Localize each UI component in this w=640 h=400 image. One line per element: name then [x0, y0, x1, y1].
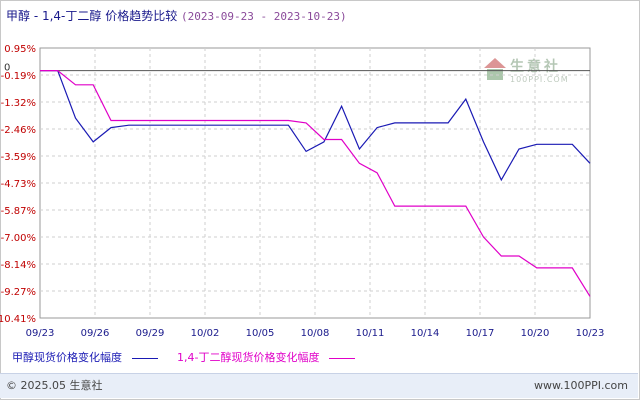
x-tick-label: 10/14	[411, 328, 440, 339]
series-line-2	[40, 69, 591, 297]
x-tick-label: 10/17	[466, 328, 495, 339]
x-tick-label: 09/26	[81, 328, 110, 339]
y-tick-label: 0.95%	[4, 44, 36, 55]
chart-legend: 甲醇现货价格变化幅度 1,4-丁二醇现货价格变化幅度	[12, 350, 371, 366]
legend-label-series-2: 1,4-丁二醇现货价格变化幅度	[177, 351, 320, 364]
line-chart: 0.95% -0.19% -1.32% -2.46% -3.59% -4.73% -5.87…	[0, 44, 605, 339]
watermark-url: 100PPI.COM	[510, 75, 569, 84]
y-tick-label: -7.00%	[1, 233, 36, 244]
x-tick-label: 09/23	[26, 328, 55, 339]
y-tick-label: -0.19%	[1, 71, 36, 82]
y-tick-label: -4.73%	[1, 179, 36, 190]
x-tick-label: 10/05	[246, 328, 275, 339]
legend-label-series-1: 甲醇现货价格变化幅度	[12, 351, 122, 364]
title-text: 甲醇 - 1,4-丁二醇 价格趋势比较	[6, 9, 178, 23]
watermark-logo-icon	[484, 58, 506, 80]
footer-copyright: © 2025.05 生意社	[6, 379, 103, 392]
title-date-range: (2023-09-23 - 2023-10-23)	[181, 10, 347, 23]
legend-swatch-series-2	[328, 357, 355, 359]
series-line-1	[40, 69, 591, 182]
x-tick-label: 10/11	[356, 328, 385, 339]
zero-marker-label: 0	[4, 63, 10, 74]
y-tick-label: -3.59%	[1, 152, 36, 163]
y-tick-label: -2.46%	[1, 125, 36, 136]
footer-site-link[interactable]: www.100PPI.com	[534, 379, 628, 392]
y-tick-label: -1.32%	[1, 98, 36, 109]
chart-title: 甲醇 - 1,4-丁二醇 价格趋势比较 (2023-09-23 - 2023-1…	[6, 6, 347, 26]
x-tick-label: 09/29	[136, 328, 165, 339]
y-tick-label: -10.41%	[0, 314, 36, 325]
legend-item-series-1: 甲醇现货价格变化幅度	[12, 350, 158, 366]
legend-swatch-series-1	[131, 357, 158, 359]
y-tick-label: -5.87%	[1, 206, 36, 217]
x-tick-label: 10/20	[521, 328, 550, 339]
x-tick-label: 10/02	[191, 328, 220, 339]
legend-item-series-2: 1,4-丁二醇现货价格变化幅度	[177, 350, 355, 366]
x-tick-label: 10/08	[301, 328, 330, 339]
y-tick-label: -9.27%	[1, 287, 36, 298]
footer-bar: © 2025.05 生意社 www.100PPI.com	[0, 373, 638, 398]
y-tick-label: -8.14%	[1, 260, 36, 271]
x-tick-label: 10/23	[576, 328, 605, 339]
